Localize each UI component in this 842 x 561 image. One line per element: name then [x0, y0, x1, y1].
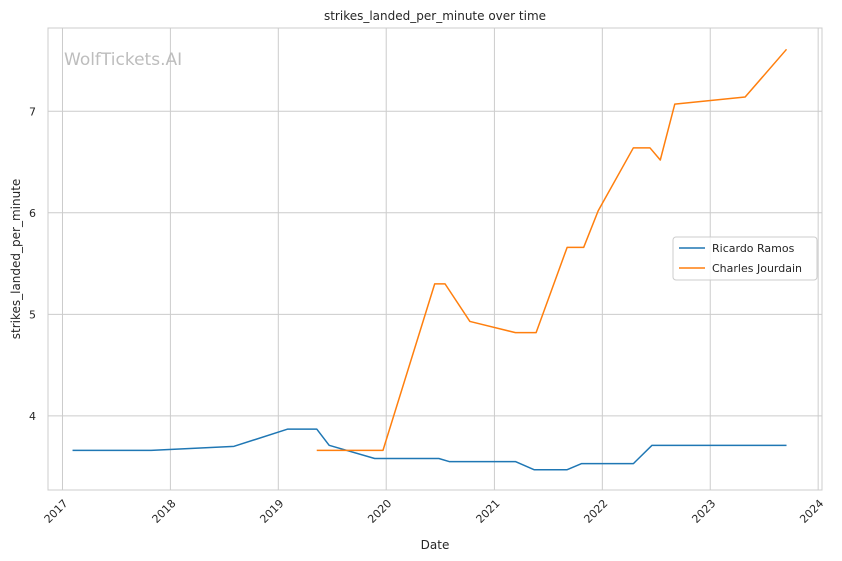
y-tick-label: 4 — [29, 410, 36, 423]
y-tick-label: 5 — [29, 308, 36, 321]
plot-frame — [47, 27, 823, 491]
y-axis-ticks: 4 5 6 7 — [29, 105, 36, 423]
y-tick-label: 6 — [29, 207, 36, 220]
legend-label-ricardo-ramos: Ricardo Ramos — [712, 242, 795, 255]
grid-lines — [48, 28, 822, 490]
watermark: WolfTickets.AI — [64, 50, 182, 70]
legend-label-charles-jourdain: Charles Jourdain — [712, 262, 802, 275]
x-axis-label: Date — [421, 538, 450, 552]
legend-box — [672, 236, 818, 281]
chart-title: strikes_landed_per_minute over time — [324, 9, 546, 23]
legend: Ricardo Ramos Charles Jourdain — [672, 236, 818, 281]
y-tick-label: 7 — [29, 105, 36, 118]
series-lines — [72, 48, 788, 471]
series-line-charles-jourdain — [316, 48, 788, 452]
y-axis-label: strikes_landed_per_minute — [9, 179, 23, 340]
series-line-ricardo-ramos — [72, 428, 787, 471]
